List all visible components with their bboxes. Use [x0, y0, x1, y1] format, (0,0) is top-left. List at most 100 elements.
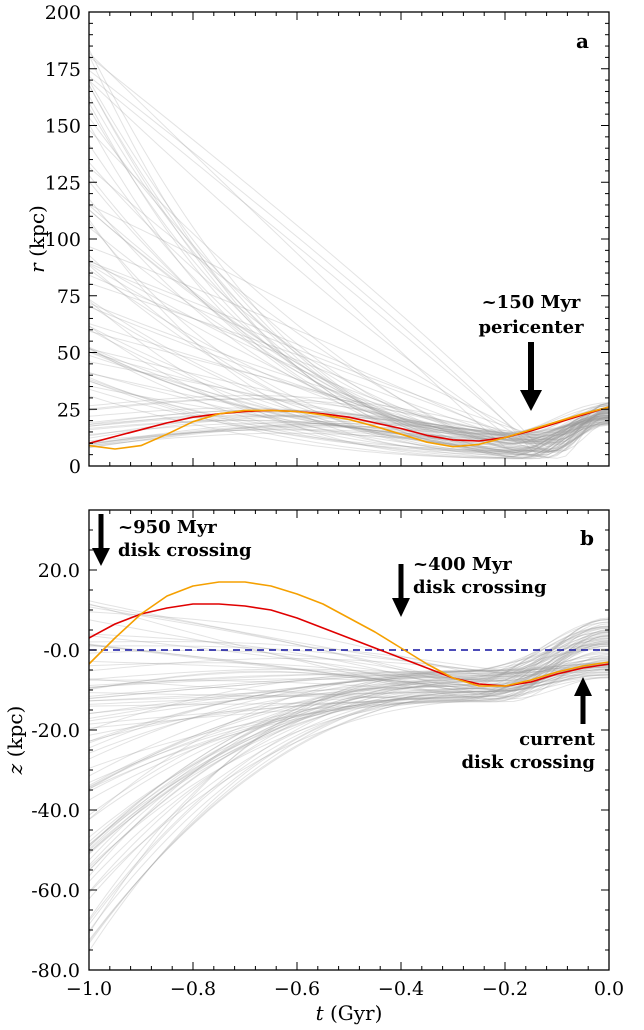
y-tick-label: 100 [45, 229, 81, 251]
background-trajectory [88, 198, 610, 437]
background-trajectory [88, 219, 610, 454]
x-tick-label: 0.0 [594, 978, 624, 1000]
panel-b-y-axis-label: z (kpc) [3, 706, 27, 776]
background-trajectory [88, 600, 610, 673]
background-trajectory [88, 671, 609, 749]
background-trajectory [88, 659, 610, 784]
background-trajectory [88, 641, 610, 788]
background-trajectory [88, 420, 610, 458]
background-trajectory [88, 664, 610, 850]
background-trajectory [88, 75, 610, 443]
background-trajectory [88, 348, 610, 440]
background-trajectory [88, 662, 610, 846]
background-trajectory [88, 657, 610, 790]
background-trajectory [88, 633, 610, 694]
background-trajectory [88, 619, 610, 698]
background-trajectory [88, 634, 610, 700]
background-trajectory [88, 664, 610, 932]
background-trajectory [88, 644, 610, 673]
background-trajectory [88, 674, 610, 702]
background-trajectory [88, 263, 610, 458]
background-trajectory [88, 626, 610, 866]
background-trajectory [88, 274, 610, 452]
background-trajectory [88, 302, 610, 436]
background-trajectory [88, 409, 610, 442]
background-trajectory [88, 209, 610, 454]
background-trajectory [88, 407, 610, 453]
background-trajectory [88, 641, 610, 851]
background-trajectory [89, 641, 610, 696]
background-trajectory [88, 227, 610, 456]
background-trajectory [88, 300, 610, 458]
background-trajectory [89, 641, 610, 672]
background-trajectory [88, 347, 610, 438]
panel-a-letter: a [576, 29, 589, 53]
panel-b-background-trajectories [88, 600, 610, 952]
background-trajectory [88, 671, 610, 855]
background-trajectory [88, 260, 610, 448]
background-trajectory [88, 84, 610, 451]
background-trajectory [88, 123, 610, 435]
background-trajectory [88, 645, 610, 845]
x-tick-label: −0.4 [378, 978, 424, 1000]
y-tick-label: -0.0 [43, 640, 80, 662]
background-trajectory [88, 354, 610, 453]
background-trajectory [88, 304, 610, 458]
background-trajectory [88, 372, 610, 459]
background-trajectory [88, 674, 610, 705]
background-trajectory [88, 634, 610, 894]
background-trajectory [88, 54, 610, 446]
y-tick-label: 200 [45, 2, 81, 24]
background-trajectory [88, 625, 610, 754]
background-trajectory [88, 674, 610, 877]
background-trajectory [88, 653, 610, 707]
y-tick-label: 0 [69, 456, 81, 478]
background-trajectory [88, 325, 610, 452]
panel-b-letter: b [580, 526, 594, 550]
highlight-orbit-2 [88, 406, 610, 450]
background-trajectory [88, 394, 610, 442]
panel-a-y-axis-label: r (kpc) [25, 205, 49, 273]
background-trajectory [88, 347, 610, 456]
crossing-400-arrow [392, 564, 410, 617]
background-trajectory [88, 412, 610, 457]
background-trajectory [88, 666, 610, 725]
background-trajectory [88, 643, 610, 691]
background-trajectory [88, 640, 610, 922]
background-trajectory [88, 84, 610, 451]
background-trajectory [88, 642, 610, 722]
background-trajectory [88, 632, 610, 943]
background-trajectory [88, 668, 610, 925]
background-trajectory [88, 376, 610, 453]
x-tick-label: −0.6 [274, 978, 320, 1000]
panel-b-highlight-orbits [88, 581, 610, 687]
background-trajectory [88, 407, 610, 447]
background-trajectory [88, 669, 610, 736]
background-trajectory [88, 627, 610, 848]
background-trajectory [88, 663, 609, 920]
background-trajectory [88, 656, 610, 854]
highlight-orbit-1 [88, 603, 610, 687]
background-trajectory [88, 665, 610, 843]
panel-b-ticks: 20.0 -0.0 -20.0 -40.0 -60.0 -80.0−1.0 −0.8 −0.6… [31, 510, 624, 1000]
background-trajectory [88, 204, 610, 457]
background-trajectory [88, 643, 610, 893]
background-trajectory [88, 408, 610, 459]
background-trajectory [88, 664, 610, 838]
y-tick-label: 175 [45, 59, 81, 81]
y-tick-label: 20.0 [38, 560, 80, 582]
panel-a-ticks: 0 25 50 75 100 125 150 175 200 [45, 2, 610, 478]
background-trajectory [88, 669, 609, 715]
y-tick-label: -60.0 [31, 880, 80, 902]
x-tick-label: −0.8 [170, 978, 216, 1000]
background-trajectory [88, 80, 610, 443]
background-trajectory [88, 631, 610, 941]
background-trajectory [88, 298, 610, 445]
panel-a-highlight-orbits [88, 406, 610, 450]
x-tick-label: −1.0 [66, 978, 112, 1000]
background-trajectory [88, 619, 610, 690]
background-trajectory [88, 398, 610, 442]
background-trajectory [88, 325, 610, 452]
background-trajectory [88, 617, 610, 900]
y-tick-label: -80.0 [31, 960, 80, 982]
